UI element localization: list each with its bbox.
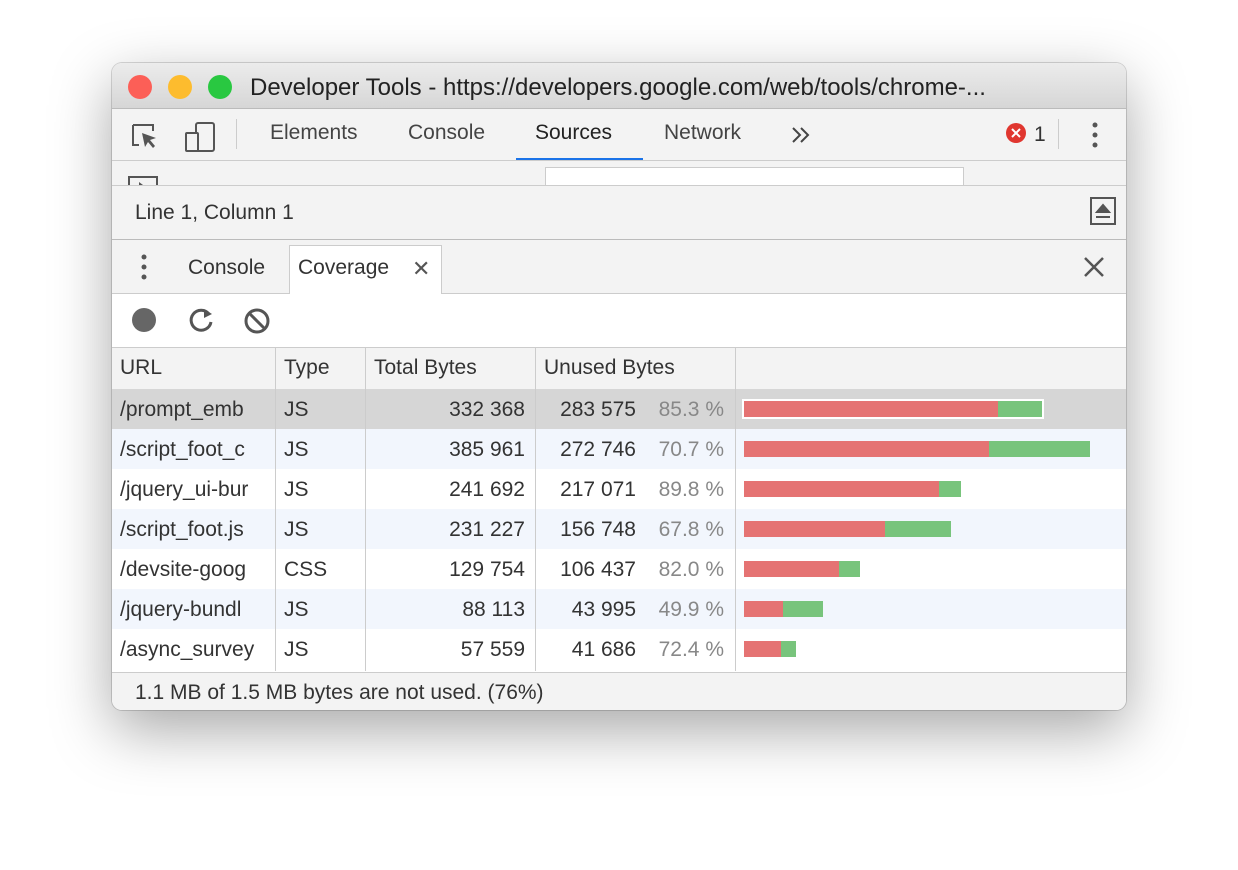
- type-cell: JS: [284, 599, 309, 621]
- drawer-menu[interactable]: [138, 253, 150, 283]
- table-row[interactable]: /script_foot_c JS 385 961 272 746 70.7 %: [112, 429, 1126, 469]
- column-divider: [535, 348, 536, 671]
- total-bytes-cell: 332 368: [449, 399, 525, 421]
- unused-bytes-cell: 106 437: [560, 559, 636, 581]
- selected-tab-underline: [516, 158, 643, 160]
- column-header[interactable]: Unused Bytes: [544, 356, 675, 379]
- unused-bytes-cell: 217 071: [560, 479, 636, 501]
- status-bar: [112, 185, 1126, 240]
- column-header[interactable]: URL: [120, 356, 163, 379]
- url-cell: /jquery_ui-bur: [120, 479, 249, 501]
- unused-bytes-cell: 283 575: [560, 399, 636, 421]
- unused-bytes-cell: 41 686: [571, 639, 636, 661]
- device-icon-phone: [185, 132, 199, 152]
- drawer-tab-background: [289, 245, 442, 294]
- inspect-arrow: [142, 133, 156, 148]
- main-tab[interactable]: Console: [408, 121, 486, 144]
- unused-percent-cell: 82.0 %: [658, 559, 724, 581]
- unused-bytes-cell: 43 995: [571, 599, 636, 621]
- table-row[interactable]: /jquery_ui-bur JS 241 692 217 071 89.8 %: [112, 469, 1126, 509]
- unused-bytes-cell: 156 748: [560, 519, 636, 541]
- window-title: Developer Tools - https://developers.goo…: [250, 74, 986, 101]
- main-tab[interactable]: Sources: [535, 121, 613, 144]
- type-cell: JS: [284, 439, 309, 461]
- type-cell: JS: [284, 399, 309, 421]
- title-bar: [112, 63, 1126, 109]
- more-tabs-icon[interactable]: [790, 125, 814, 145]
- column-header[interactable]: Type: [284, 356, 330, 379]
- url-cell: /script_foot_c: [120, 439, 245, 461]
- type-cell: JS: [284, 519, 309, 541]
- minimize-button[interactable]: [168, 75, 192, 99]
- unused-percent-cell: 49.9 %: [658, 599, 724, 621]
- reload-arrow: [204, 309, 212, 318]
- inspect-icon[interactable]: [132, 124, 154, 146]
- unused-percent-cell: 72.4 %: [658, 639, 724, 661]
- total-bytes-cell: 241 692: [449, 479, 525, 501]
- table-row[interactable]: /devsite-goog CSS 129 754 106 437 82.0 %: [112, 549, 1126, 589]
- url-cell: /devsite-goog: [120, 559, 247, 581]
- url-cell: /script_foot.js: [120, 519, 244, 541]
- unused-bytes-bar: [744, 401, 999, 417]
- unused-bytes-bar: [744, 601, 784, 617]
- error-icon[interactable]: [1005, 122, 1027, 144]
- column-divider: [365, 348, 366, 671]
- file-tab[interactable]: [545, 167, 964, 188]
- unused-bytes-bar: [744, 521, 885, 537]
- unused-percent-cell: 89.8 %: [658, 479, 724, 501]
- column-divider: [275, 348, 276, 671]
- table-row[interactable]: /jquery-bundl JS 88 113 43 995 49.9 %: [112, 589, 1126, 629]
- reload-button[interactable]: [189, 308, 213, 332]
- error-count[interactable]: 1: [1034, 123, 1046, 146]
- drawer-tab[interactable]: Console: [188, 256, 266, 279]
- table-row[interactable]: /async_survey JS 57 559 41 686 72.4 %: [112, 629, 1126, 669]
- cursor-position: Line 1, Column 1: [135, 201, 294, 224]
- total-bytes-cell: 129 754: [449, 559, 525, 581]
- type-cell: JS: [284, 639, 309, 661]
- drawer-toggle[interactable]: [1090, 197, 1116, 225]
- url-cell: /async_survey: [120, 639, 255, 661]
- footer-bar: [112, 672, 1126, 710]
- column-header[interactable]: Total Bytes: [374, 356, 477, 379]
- drawer-tab[interactable]: Coverage: [298, 256, 390, 279]
- unused-bytes-cell: 272 746: [560, 439, 636, 461]
- unused-percent-cell: 67.8 %: [658, 519, 724, 541]
- total-bytes-cell: 231 227: [449, 519, 525, 541]
- toolbar-separator: [236, 119, 237, 149]
- table-row[interactable]: /script_foot.js JS 231 227 156 748 67.8 %: [112, 509, 1126, 549]
- type-cell: CSS: [284, 559, 328, 581]
- zoom-button[interactable]: [208, 75, 232, 99]
- drawer-close[interactable]: [1083, 256, 1105, 278]
- total-bytes-cell: 57 559: [460, 639, 525, 661]
- main-tab[interactable]: Elements: [270, 121, 358, 144]
- coverage-toolbar: [132, 308, 270, 334]
- close-button[interactable]: [128, 75, 152, 99]
- drawer-tab-close[interactable]: ✕: [412, 256, 431, 281]
- main-menu[interactable]: [1087, 121, 1103, 151]
- type-cell: JS: [284, 479, 309, 501]
- unused-bytes-bar: [744, 561, 840, 577]
- url-cell: /prompt_emb: [120, 399, 244, 421]
- unused-bytes-bar: [744, 441, 989, 457]
- url-cell: /jquery-bundl: [120, 599, 242, 621]
- toolbar-icons[interactable]: [130, 121, 240, 153]
- unused-bytes-bar: [744, 641, 782, 657]
- toolbar-separator: [1058, 119, 1059, 149]
- table-row[interactable]: /prompt_emb JS 332 368 283 575 85.3 %: [112, 389, 1126, 429]
- unused-percent-cell: 70.7 %: [658, 439, 724, 461]
- main-toolbar: [112, 109, 1126, 161]
- coverage-summary: 1.1 MB of 1.5 MB bytes are not used. (76…: [135, 681, 544, 704]
- clear-button[interactable]: [244, 308, 270, 334]
- unused-bytes-bar: [744, 481, 939, 497]
- main-tab[interactable]: Network: [664, 121, 742, 144]
- drawer-tabs: [112, 240, 1126, 294]
- total-bytes-cell: 385 961: [449, 439, 525, 461]
- devtools-window: Developer Tools - https://developers.goo…: [112, 63, 1126, 710]
- unused-percent-cell: 85.3 %: [658, 399, 724, 421]
- column-divider: [735, 348, 736, 671]
- total-bytes-cell: 88 113: [462, 599, 525, 621]
- record-button[interactable]: [132, 308, 156, 332]
- clear-slash: [247, 311, 267, 331]
